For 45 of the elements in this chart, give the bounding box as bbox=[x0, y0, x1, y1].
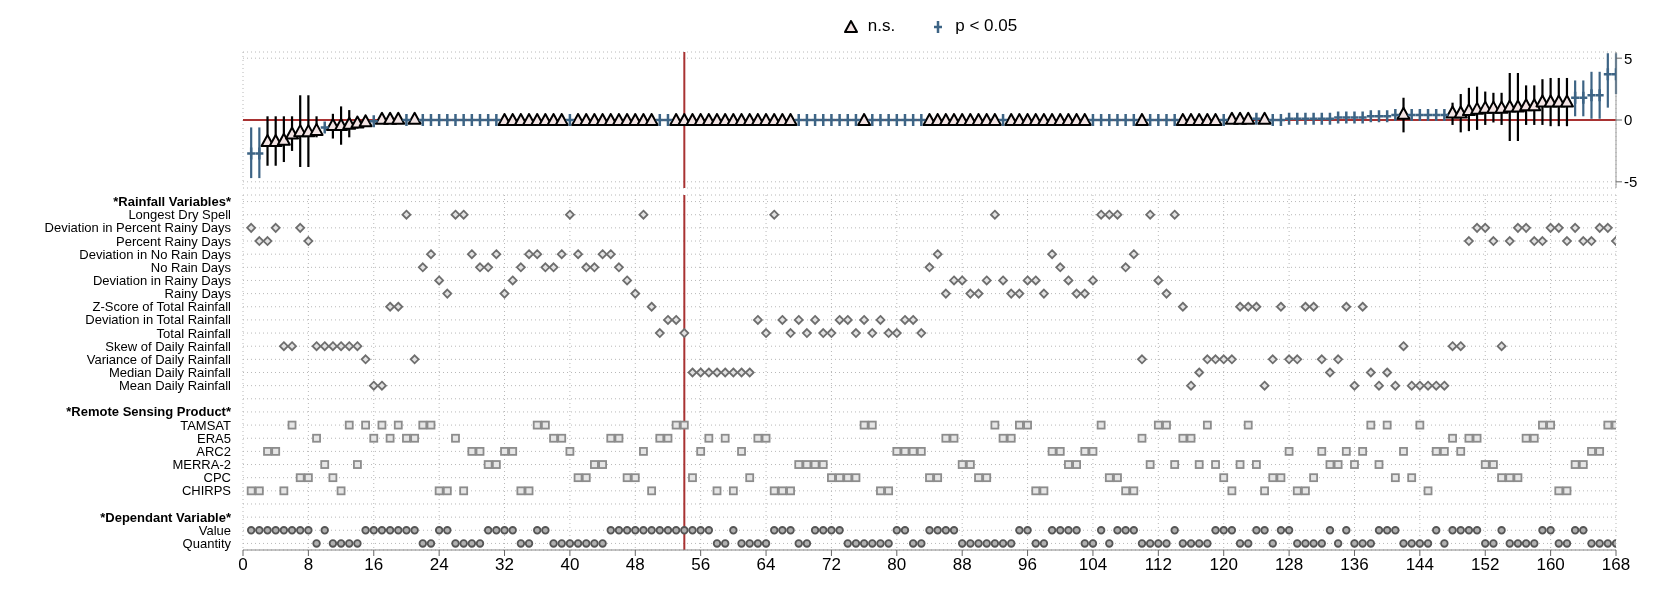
y-tick-label: Longest Dry Spell bbox=[128, 207, 232, 223]
x-tick-label: 24 bbox=[429, 555, 449, 575]
x-tick-label: 152 bbox=[1471, 555, 1500, 575]
x-tick-label: 64 bbox=[756, 555, 776, 575]
x-tick-label: 48 bbox=[625, 555, 645, 575]
y-tick-label: MERRA-2 bbox=[172, 457, 231, 473]
y-tick-label: -5 bbox=[1624, 173, 1638, 191]
y-tick-label: *Dependant Variable* bbox=[100, 509, 232, 525]
x-tick-label: 32 bbox=[495, 555, 514, 575]
x-tick-label: 168 bbox=[1601, 555, 1631, 575]
y-tick-label: 5 bbox=[1624, 49, 1633, 67]
x-tick-label: 104 bbox=[1078, 555, 1108, 575]
y-tick-label: Total Rainfall bbox=[156, 325, 232, 341]
x-tick-label: 112 bbox=[1144, 555, 1172, 575]
y-tick-label: *Remote Sensing Product* bbox=[66, 404, 232, 420]
y-tick-label: TAMSAT bbox=[180, 417, 232, 433]
y-tick-label: Mean Daily Rainfall bbox=[119, 378, 232, 394]
y-tick-label: Skew of Daily Rainfall bbox=[105, 338, 232, 354]
x-tick-label: 96 bbox=[1018, 555, 1038, 575]
legend-label: p < 0.05 bbox=[955, 16, 1018, 36]
legend-label: n.s. bbox=[867, 16, 896, 36]
x-tick-label: 80 bbox=[887, 555, 907, 575]
x-tick-label: 160 bbox=[1536, 555, 1565, 575]
x-tick-label: 72 bbox=[821, 555, 841, 575]
y-tick-label: *Rainfall Variables* bbox=[113, 194, 232, 210]
x-tick-label: 40 bbox=[560, 555, 580, 575]
y-tick-label: Value bbox=[198, 522, 231, 538]
x-tick-label: 16 bbox=[364, 555, 384, 575]
y-tick-label: 0 bbox=[1624, 111, 1633, 129]
x-tick-label: 120 bbox=[1209, 555, 1238, 575]
y-tick-label: CPC bbox=[203, 470, 231, 486]
y-tick-label: Z-Score of Total Rainfall bbox=[92, 299, 232, 315]
y-tick-label: CHIRPS bbox=[181, 483, 232, 499]
x-tick-label: 128 bbox=[1274, 555, 1304, 575]
x-tick-label: 144 bbox=[1405, 555, 1435, 575]
x-tick-label: 88 bbox=[952, 555, 972, 575]
x-tick-label: 0 bbox=[238, 555, 248, 575]
x-tick-label: 136 bbox=[1340, 555, 1369, 575]
y-tick-label: ERA5 bbox=[197, 430, 231, 446]
y-tick-label: Deviation in Total Rainfall bbox=[85, 312, 232, 328]
x-tick-label: 56 bbox=[691, 555, 711, 575]
y-tick-label: Quantity bbox=[182, 535, 232, 551]
x-tick-label: 8 bbox=[303, 555, 314, 575]
y-tick-label: ARC2 bbox=[196, 443, 231, 459]
y-tick-label: Median Daily Rainfall bbox=[108, 365, 232, 380]
